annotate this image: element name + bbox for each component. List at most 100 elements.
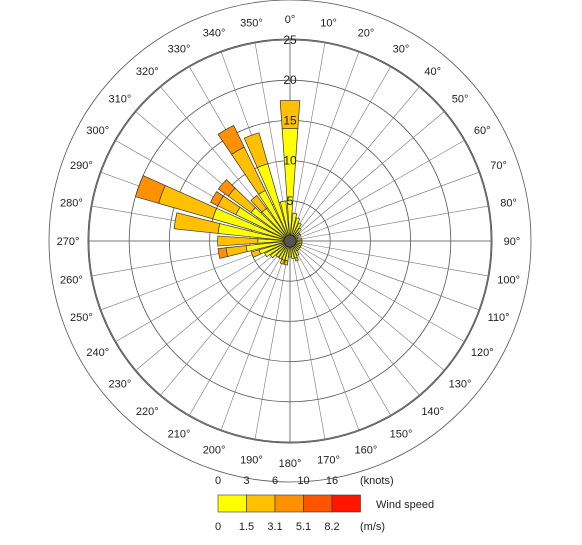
grid-spoke bbox=[289, 51, 360, 242]
legend-units-ms: (m/s) bbox=[360, 521, 385, 533]
direction-label-210: 210° bbox=[168, 428, 191, 440]
grid-spoke bbox=[289, 139, 466, 242]
direction-label-220: 220° bbox=[136, 406, 159, 418]
wind-sector-260-bin-1 bbox=[225, 245, 248, 257]
direction-label-120: 120° bbox=[471, 347, 494, 359]
direction-labels: 0° 10° 20° 30° 40° 50° 60° 70° 80° 90° 100° 110° 120… bbox=[57, 14, 521, 470]
direction-label-130: 130° bbox=[449, 379, 472, 391]
direction-label-270: 270° bbox=[57, 236, 80, 248]
direction-label-170: 170° bbox=[317, 455, 340, 467]
wind-sector-290-bin-1 bbox=[158, 184, 218, 220]
direction-label-0: 0° bbox=[285, 14, 296, 26]
direction-label-10: 10° bbox=[320, 17, 337, 29]
legend-ms-2: 3.1 bbox=[267, 521, 282, 533]
direction-label-80: 80° bbox=[500, 197, 517, 209]
grid-spoke bbox=[188, 240, 291, 417]
direction-label-50: 50° bbox=[452, 93, 469, 105]
legend-ms-3: 5.1 bbox=[296, 521, 311, 533]
direction-label-190: 190° bbox=[240, 455, 263, 467]
direction-label-110: 110° bbox=[488, 312, 510, 324]
grid-spoke bbox=[289, 240, 421, 396]
grid-spoke bbox=[289, 110, 445, 242]
grid-spoke bbox=[289, 240, 480, 311]
legend-ms-1: 1.5 bbox=[239, 521, 254, 533]
wind-sector-290-bin-2 bbox=[134, 175, 166, 204]
grid-spoke bbox=[159, 240, 291, 396]
grid-spoke bbox=[135, 240, 291, 372]
wind-sector-300-bin-2 bbox=[210, 191, 224, 207]
wind-sector-0-bin-1 bbox=[279, 99, 301, 130]
grid-spoke bbox=[220, 240, 291, 431]
direction-label-30: 30° bbox=[393, 44, 410, 56]
legend-ms-0: 0 bbox=[215, 521, 221, 533]
grid-spoke bbox=[289, 240, 326, 440]
legend-swatch-4 bbox=[331, 494, 361, 513]
legend-knots-1: 3 bbox=[243, 475, 249, 487]
wind-sector-160-bin-1 bbox=[294, 256, 299, 262]
center-hub bbox=[283, 234, 297, 248]
wind-sector-190-bin-1 bbox=[283, 260, 289, 266]
radial-label-25: 25 bbox=[283, 33, 297, 47]
legend-swatch-3 bbox=[303, 494, 333, 513]
legend-knots-0: 0 bbox=[215, 475, 221, 487]
wind-sector-340-bin-1 bbox=[243, 132, 269, 169]
grid-spoke bbox=[289, 240, 445, 372]
direction-label-290: 290° bbox=[70, 160, 93, 172]
direction-label-40: 40° bbox=[424, 66, 441, 78]
wind-sector-250-bin-1 bbox=[250, 249, 262, 258]
wind-sector-230-bin-0 bbox=[269, 240, 291, 259]
legend-swatch-2 bbox=[274, 494, 304, 513]
legend-units-knots: (knots) bbox=[360, 475, 394, 487]
legend-title: Wind speed bbox=[376, 499, 434, 511]
wind-sector-240-bin-0 bbox=[264, 240, 291, 258]
radial-label-5: 5 bbox=[287, 194, 294, 208]
legend-ms-labels: 0 1.5 3.1 5.1 8.2 bbox=[215, 521, 340, 533]
legend-swatches bbox=[217, 494, 361, 513]
legend-knots-3: 10 bbox=[297, 475, 309, 487]
direction-label-100: 100° bbox=[497, 275, 520, 287]
legend-knots-2: 6 bbox=[272, 475, 278, 487]
wind-sector-350-bin-0 bbox=[279, 200, 291, 242]
wind-sector-180-bin-0 bbox=[288, 240, 292, 258]
radial-label-10: 10 bbox=[283, 154, 297, 168]
wind-sector-310-bin-2 bbox=[217, 179, 236, 197]
direction-label-90: 90° bbox=[504, 236, 521, 248]
wind-sector-280-bin-1 bbox=[173, 212, 221, 234]
grid-spoke bbox=[289, 240, 466, 343]
direction-label-260: 260° bbox=[60, 275, 83, 287]
grid-spoke bbox=[289, 65, 392, 242]
wind-sector-200-bin-1 bbox=[279, 258, 285, 265]
radial-label-20: 20 bbox=[283, 73, 297, 87]
direction-label-300: 300° bbox=[86, 125, 109, 137]
grid-spoke bbox=[254, 240, 291, 440]
direction-label-240: 240° bbox=[86, 347, 109, 359]
direction-label-350: 350° bbox=[240, 17, 263, 29]
direction-label-340: 340° bbox=[203, 27, 226, 39]
grid-spoke bbox=[289, 240, 489, 277]
grid-spoke bbox=[289, 42, 326, 242]
legend-ms-4: 8.2 bbox=[324, 521, 339, 533]
wind-sector-330-bin-2 bbox=[217, 124, 245, 155]
wind-sector-260-bin-2 bbox=[217, 247, 229, 259]
radial-label-15: 15 bbox=[283, 113, 297, 127]
polar-grid bbox=[48, 0, 532, 483]
legend-knots-labels: 0 3 6 10 16 bbox=[215, 475, 338, 487]
grid-spoke bbox=[289, 240, 360, 431]
grid-circle bbox=[48, 0, 532, 483]
direction-label-230: 230° bbox=[109, 379, 132, 391]
legend-swatch-1 bbox=[246, 494, 276, 513]
wind-sector-320-bin-1 bbox=[250, 194, 267, 213]
direction-label-160: 160° bbox=[355, 445, 378, 457]
wind-sectors bbox=[134, 99, 303, 266]
direction-label-20: 20° bbox=[358, 27, 375, 39]
grid-spoke bbox=[289, 86, 421, 242]
direction-label-250: 250° bbox=[70, 312, 93, 324]
direction-label-180: 180° bbox=[279, 458, 302, 470]
direction-label-150: 150° bbox=[390, 428, 413, 440]
direction-label-310: 310° bbox=[109, 93, 132, 105]
radial-tick-labels: 5 10 15 20 25 bbox=[283, 33, 297, 208]
direction-label-70: 70° bbox=[490, 160, 507, 172]
direction-label-280: 280° bbox=[60, 197, 83, 209]
legend-knots-4: 16 bbox=[326, 475, 338, 487]
